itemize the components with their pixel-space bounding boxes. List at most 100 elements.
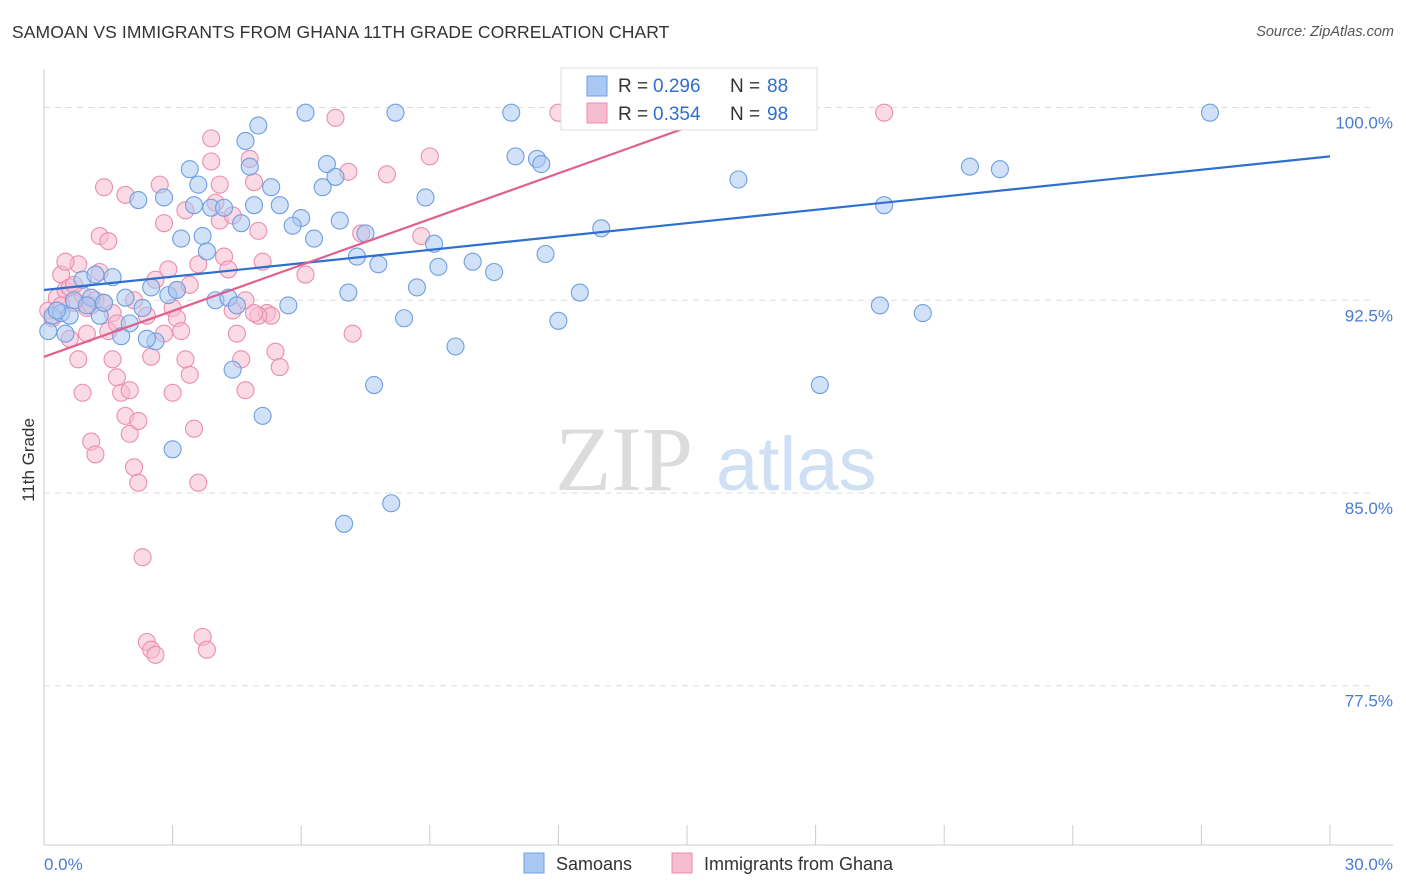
ghana-point (202, 152, 221, 171)
ghana-point (326, 108, 345, 127)
samoan-point (227, 296, 246, 315)
samoans-trend-line (43, 155, 1331, 292)
ghana-point (875, 103, 894, 122)
x-tick-label: 30.0% (1345, 855, 1393, 874)
series-legend: Samoans Immigrants from Ghana (523, 852, 894, 874)
legend-n-label: N = (730, 104, 760, 125)
ghana-point (103, 350, 122, 369)
ghana-point (120, 424, 139, 443)
legend-n-value: 98 (767, 104, 788, 125)
ghana-point (189, 473, 208, 492)
samoan-point (116, 288, 135, 307)
samoan-point (990, 160, 1009, 179)
ghana-point (244, 173, 264, 192)
samoan-point (137, 329, 156, 348)
samoan-point (960, 157, 979, 176)
legend-swatch-ghana (586, 102, 608, 124)
samoan-point (1200, 103, 1220, 122)
samoan-point (240, 157, 259, 176)
samoan-point (536, 244, 555, 264)
samoan-point (56, 324, 75, 343)
ghana-point (124, 458, 144, 477)
chart-title: SAMOAN VS IMMIGRANTS FROM GHANA 11TH GRA… (12, 22, 670, 42)
samoan-point (172, 229, 191, 248)
ghana-point (172, 322, 191, 341)
ghana-point (120, 381, 139, 400)
samoan-point (386, 103, 405, 122)
bottom-legend-swatch-samoans (523, 852, 545, 874)
legend-r-value: 0.354 (653, 104, 701, 125)
samoan-point (129, 190, 148, 210)
source-label: Source: ZipAtlas.com (1256, 24, 1394, 40)
bottom-legend-swatch-ghana (671, 852, 693, 874)
samoan-point (154, 188, 174, 207)
watermark-atlas: atlas (716, 422, 877, 507)
ghana-point (202, 129, 221, 148)
x-tick-label: 0.0% (44, 855, 83, 874)
samoan-point (913, 304, 932, 323)
samoan-point (167, 280, 186, 300)
y-axis-label: 11th Grade (19, 418, 38, 502)
samoan-point (86, 265, 105, 284)
y-tick-label: 100.0% (1335, 114, 1393, 133)
samoan-point (335, 514, 354, 533)
samoan-point (305, 229, 324, 248)
legend-n-label: N = (730, 76, 760, 97)
ghana-point (129, 473, 148, 492)
samoan-point (395, 309, 414, 328)
ghana-point (129, 411, 148, 431)
ghana-point (146, 645, 165, 664)
samoan-point (253, 406, 272, 425)
ghana-trend-line (43, 106, 744, 358)
ghana-point (163, 383, 182, 402)
ghana-point (296, 265, 315, 284)
samoan-point (112, 327, 131, 346)
samoan-point (47, 301, 66, 320)
samoan-point (77, 296, 96, 315)
samoan-point (244, 196, 264, 215)
samoan-point (592, 219, 611, 238)
ghana-point (180, 365, 199, 384)
legend-r-label: R = (618, 76, 648, 97)
y-tick-labels: 100.0% 92.5% 85.0% 77.5% (1335, 114, 1393, 711)
ghana-point (197, 640, 216, 659)
x-tick-labels: 0.0% 30.0% (44, 855, 1393, 874)
ghana-point (244, 304, 264, 323)
samoan-point (506, 147, 525, 166)
samoan-point (339, 283, 358, 302)
ghana-point (343, 324, 362, 343)
samoan-point (296, 103, 315, 122)
samoan-point (232, 214, 251, 233)
samoan-point (485, 262, 504, 282)
samoan-point (502, 103, 521, 122)
samoan-point (429, 257, 448, 276)
samoan-point (549, 311, 568, 330)
ghana-point (210, 175, 229, 194)
samoan-point (270, 196, 289, 215)
ghana-point (94, 178, 114, 197)
y-tick-label: 77.5% (1345, 692, 1393, 711)
samoan-point (446, 337, 465, 356)
samoan-point (133, 298, 152, 318)
ghana-point (56, 252, 75, 271)
ghana-point (249, 221, 268, 240)
samoan-point (463, 252, 482, 271)
samoan-point (163, 440, 182, 459)
samoan-point (382, 494, 401, 513)
bottom-legend-samoans: Samoans (556, 854, 632, 874)
ghana-point (107, 368, 126, 387)
ghana-point (420, 147, 439, 166)
samoan-point (262, 178, 281, 197)
ghana-point (69, 350, 88, 369)
samoan-point (875, 196, 894, 215)
samoan-point (570, 283, 589, 302)
axes (43, 69, 1393, 846)
samoan-point (189, 175, 208, 194)
samoan-point (283, 216, 302, 235)
samoan-point (810, 376, 829, 395)
ghana-point (73, 383, 92, 402)
samoan-point (407, 278, 426, 297)
y-tick-label: 92.5% (1345, 306, 1393, 325)
ghana-point (154, 214, 174, 233)
ghana-point (227, 324, 246, 343)
